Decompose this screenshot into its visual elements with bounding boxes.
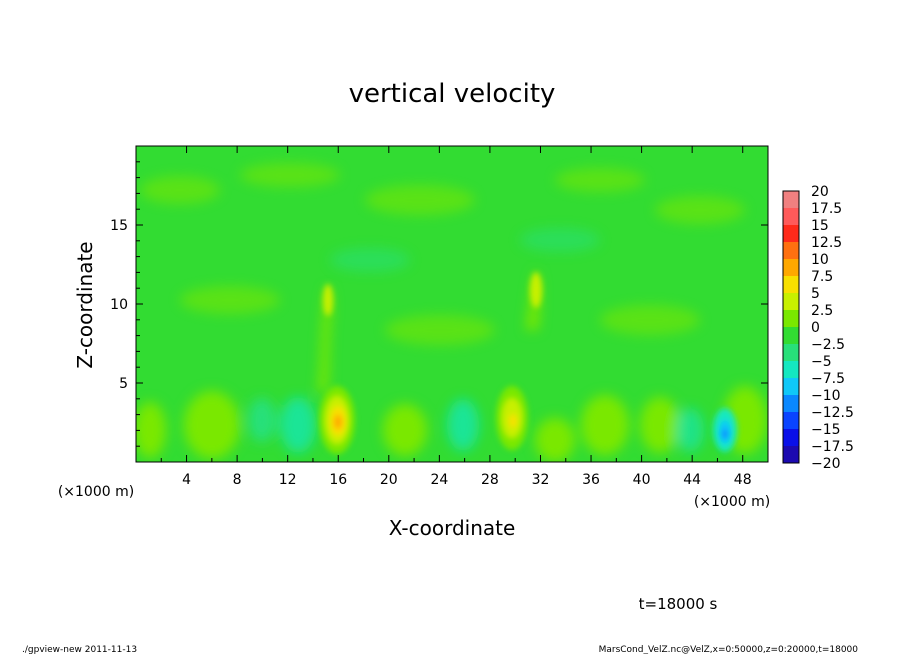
x-unit-label-right: (×1000 m) — [694, 494, 770, 510]
y-axis-ticks: 5 10 15 — [110, 161, 768, 447]
x-unit-label-left: (×1000 m) — [58, 484, 134, 500]
colorbar-label: 10 — [811, 252, 829, 268]
x-tick-label: 44 — [683, 472, 701, 488]
colorbar-swatch — [783, 225, 799, 243]
x-tick-label: 32 — [532, 472, 550, 488]
colorbar-label: −2.5 — [811, 337, 845, 353]
colorbar-label: 15 — [811, 218, 829, 234]
x-tick-label: 20 — [380, 472, 398, 488]
footer-right: MarsCond_VelZ.nc@VelZ,x=0:50000,z=0:2000… — [599, 645, 859, 654]
colorbar-swatch — [783, 412, 799, 430]
colorbar-swatch — [783, 344, 799, 362]
colorbar-swatch — [783, 208, 799, 226]
colorbar-label: 12.5 — [811, 235, 842, 251]
colorbar-swatch — [783, 429, 799, 447]
x-tick-label: 4 — [182, 472, 191, 488]
x-axis-label: X-coordinate — [389, 516, 516, 540]
colorbar-label: 5 — [811, 286, 820, 302]
y-axis-label: Z-coordinate — [73, 241, 97, 368]
colorbar-swatch — [783, 378, 799, 396]
x-tick-label: 48 — [734, 472, 752, 488]
colorbar-swatch — [783, 191, 799, 209]
colorbar: 2017.51512.5107.552.50−2.5−5−7.5−10−12.5… — [782, 184, 854, 472]
x-axis-ticks: 4 8 12 16 20 24 28 32 36 40 44 48 — [160, 146, 752, 488]
colorbar-swatch — [783, 395, 799, 413]
colorbar-swatch — [783, 327, 799, 345]
x-tick-label: 28 — [481, 472, 499, 488]
colorbar-label: −5 — [811, 354, 832, 370]
field-low-layer — [136, 270, 767, 462]
field-features — [319, 272, 737, 454]
colorbar-label: 17.5 — [811, 201, 842, 217]
colorbar-label: 0 — [811, 320, 820, 336]
colorbar-swatch — [783, 276, 799, 294]
y-tick-label: 5 — [119, 376, 128, 392]
colorbar-frame — [782, 190, 800, 464]
x-tick-label: 12 — [279, 472, 297, 488]
footer-left: ./gpview-new 2011-11-13 — [22, 645, 137, 654]
colorbar-swatch — [783, 446, 799, 464]
y-tick-label: 15 — [110, 218, 128, 234]
y-tick-label: 10 — [110, 297, 128, 313]
x-tick-label: 24 — [430, 472, 448, 488]
colorbar-label: −20 — [811, 456, 841, 472]
chart-title: vertical velocity — [349, 79, 556, 109]
colorbar-label: 2.5 — [811, 303, 833, 319]
plot-area — [136, 146, 768, 462]
time-label: t=18000 s — [639, 595, 718, 613]
colorbar-swatch — [783, 361, 799, 379]
colorbar-label: 20 — [811, 184, 829, 200]
colorbar-swatch — [783, 310, 799, 328]
x-tick-label: 16 — [329, 472, 347, 488]
colorbar-label: −7.5 — [811, 371, 845, 387]
colorbar-label: −15 — [811, 422, 841, 438]
x-tick-label: 36 — [582, 472, 600, 488]
colorbar-label: −12.5 — [811, 405, 854, 421]
colorbar-swatch — [783, 293, 799, 311]
x-tick-label: 40 — [633, 472, 651, 488]
x-tick-label: 8 — [233, 472, 242, 488]
colorbar-label: −10 — [811, 388, 841, 404]
colorbar-swatch — [783, 259, 799, 277]
colorbar-label: −17.5 — [811, 439, 854, 455]
colorbar-label: 7.5 — [811, 269, 833, 285]
colorbar-swatch — [783, 242, 799, 260]
field-texture — [140, 163, 745, 345]
